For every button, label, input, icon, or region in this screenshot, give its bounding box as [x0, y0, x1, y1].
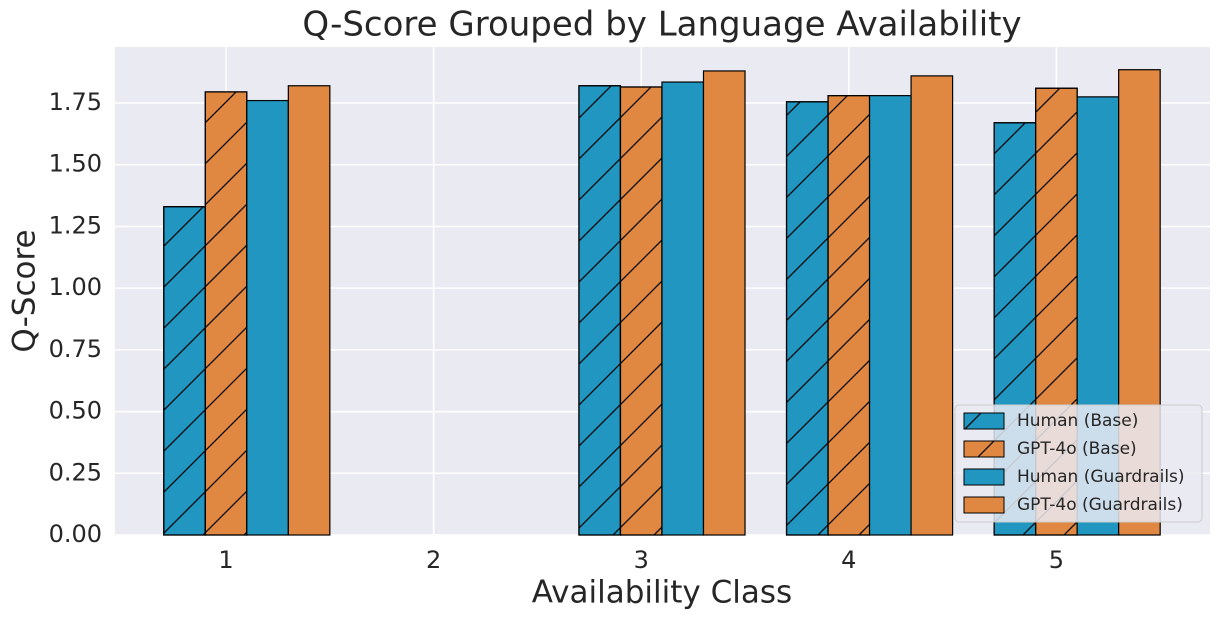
legend-label: GPT-4o (Base): [1017, 439, 1137, 459]
legend-label: GPT-4o (Guardrails): [1017, 495, 1183, 515]
legend-hatch: [963, 440, 1005, 458]
legend-label: Human (Base): [1017, 411, 1138, 431]
chart-title: Q-Score Grouped by Language Availability: [302, 5, 1021, 45]
bar-hatch: [827, 95, 871, 536]
x-tick-label: 5: [1049, 546, 1064, 574]
bar-hatch: [204, 91, 248, 536]
legend-label: Human (Guardrails): [1017, 467, 1185, 487]
bar: [246, 99, 289, 536]
legend-swatch: [963, 468, 1005, 486]
y-tick-label: 0.75: [49, 335, 102, 363]
bar: [661, 81, 705, 536]
x-axis-label: Availability Class: [532, 575, 792, 611]
y-tick-label: 1.50: [49, 150, 102, 178]
bar: [287, 85, 331, 536]
legend-hatch: [963, 412, 1005, 430]
bar-hatch: [619, 86, 663, 536]
bar: [868, 95, 912, 536]
bar: [910, 75, 954, 536]
y-axis-label: Q-Score: [7, 229, 43, 352]
x-tick-label: 2: [426, 546, 441, 574]
y-tick-label: 0.50: [49, 397, 102, 425]
bar-hatch: [578, 85, 622, 536]
y-tick-label: 1.25: [49, 211, 102, 239]
x-tick-label: 1: [218, 546, 233, 574]
legend-swatch: [963, 496, 1005, 514]
x-tick-label: 3: [634, 546, 649, 574]
bar-hatch: [163, 206, 206, 536]
legend-box: [954, 404, 1203, 523]
y-tick-label: 0.00: [49, 520, 102, 548]
bar: [702, 70, 746, 536]
y-tick-label: 1.00: [49, 273, 102, 301]
x-tick-label: 4: [841, 546, 856, 574]
y-tick-label: 0.25: [49, 458, 102, 486]
y-tick-label: 1.75: [49, 88, 102, 116]
bar-hatch: [785, 101, 829, 536]
